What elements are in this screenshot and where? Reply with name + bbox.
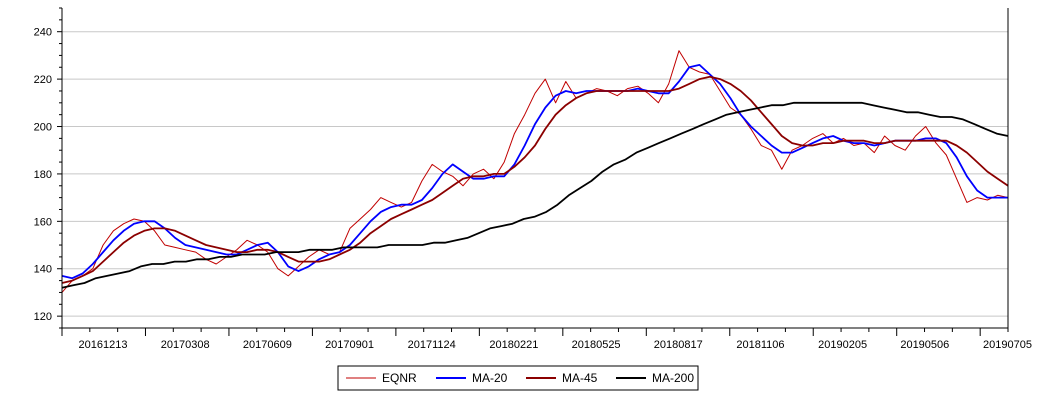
legend: EQNR MA-20 MA-45 MA-200 bbox=[337, 365, 699, 391]
x-tick-label-20190205: 20190205 bbox=[818, 339, 867, 351]
x-axis-ticks: 20161213 20170308 20170609 20170901 20171124… bbox=[61, 328, 1032, 351]
series-lines bbox=[61, 50, 1009, 293]
x-tick-label-20180817: 20180817 bbox=[654, 339, 703, 351]
y-axis-ticks: 120 140 160 180 200 220 240 bbox=[34, 7, 62, 329]
legend-label-eqnr: EQNR bbox=[382, 371, 417, 385]
x-tick-label-20181106: 20181106 bbox=[736, 339, 784, 351]
y-tick-label-180: 180 bbox=[34, 169, 52, 181]
x-tick-label-20180525: 20180525 bbox=[572, 339, 621, 351]
y-tick-label-220: 220 bbox=[34, 74, 52, 86]
y-tick-label-120: 120 bbox=[34, 311, 52, 323]
legend-label-ma-200: MA-200 bbox=[652, 371, 694, 385]
series-line-ma-20 bbox=[61, 64, 1008, 280]
gridlines bbox=[62, 31, 1008, 317]
x-tick-label-20171124: 20171124 bbox=[408, 339, 456, 351]
series-line-ma-200 bbox=[61, 101, 1009, 289]
x-tick-label-20170308: 20170308 bbox=[161, 339, 210, 351]
x-tick-label-20170609: 20170609 bbox=[243, 339, 292, 351]
legend-label-ma-45: MA-45 bbox=[562, 371, 598, 385]
y-tick-label-200: 200 bbox=[34, 122, 52, 134]
x-tick-label-20190506: 20190506 bbox=[900, 339, 949, 351]
x-tick-label-20180221: 20180221 bbox=[489, 339, 538, 351]
y-tick-label-160: 160 bbox=[34, 216, 52, 228]
x-tick-label-20161213: 20161213 bbox=[79, 339, 128, 351]
x-tick-label-20170901: 20170901 bbox=[325, 339, 374, 351]
y-tick-label-140: 140 bbox=[34, 264, 52, 276]
series-line-ma-45 bbox=[61, 75, 1009, 284]
x-tick-label-20190705: 20190705 bbox=[983, 339, 1032, 351]
legend-label-ma-20: MA-20 bbox=[472, 371, 508, 385]
y-tick-label-240: 240 bbox=[34, 27, 52, 39]
